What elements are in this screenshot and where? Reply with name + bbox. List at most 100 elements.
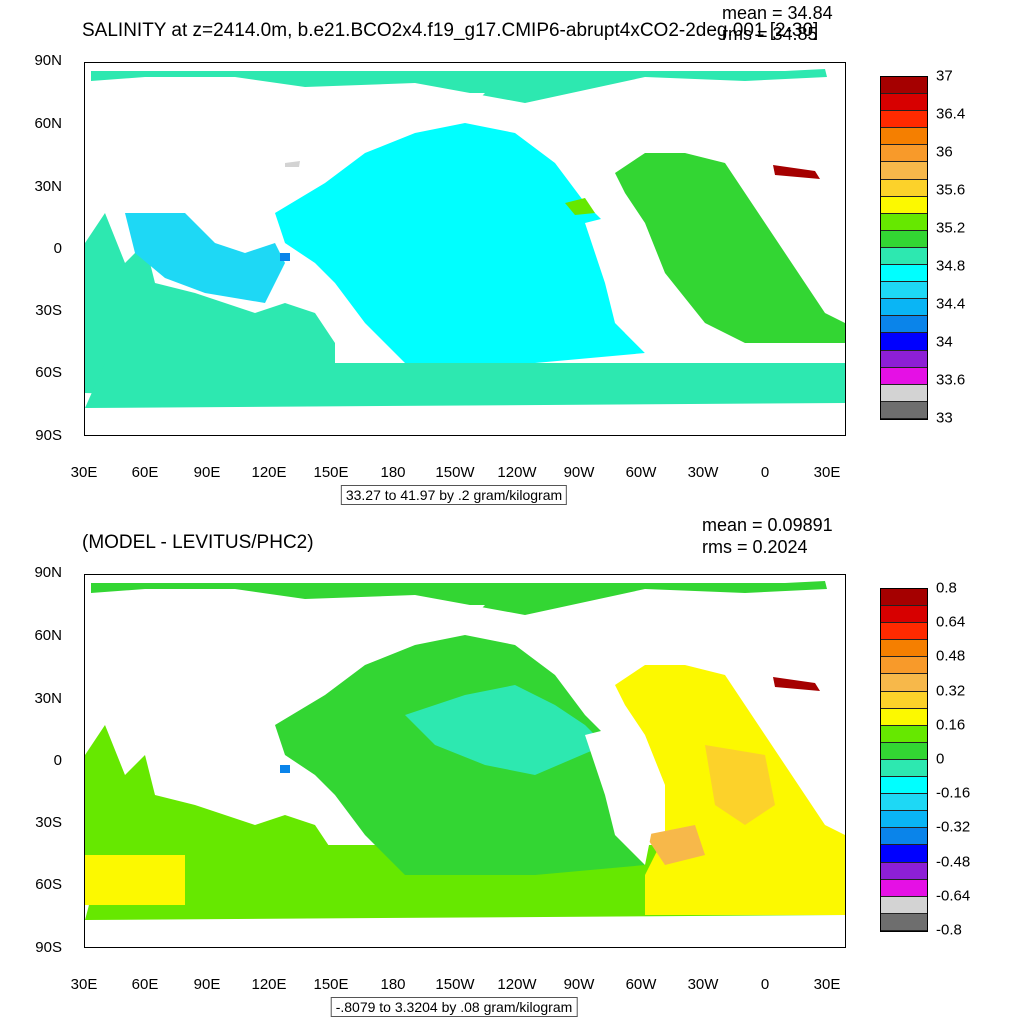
colorbar-swatch xyxy=(881,333,927,351)
lon-label: 30E xyxy=(70,464,98,481)
colorbar-swatch xyxy=(881,674,927,692)
lat-label: 90S xyxy=(35,939,62,956)
lat-label: 90N xyxy=(34,52,62,69)
colorbar-swatch xyxy=(881,162,927,180)
lat-label: 90N xyxy=(34,564,62,581)
contour-range-label: -.8079 to 3.3204 by .08 gram/kilogram xyxy=(330,997,578,1017)
colorbar-swatch xyxy=(881,606,927,624)
colorbar-swatch xyxy=(881,589,927,607)
colorbar-label: 36.4 xyxy=(936,105,966,123)
colorbar-swatch xyxy=(881,367,927,385)
difference-field xyxy=(85,581,845,920)
lat-label: 60S xyxy=(35,364,62,381)
colorbar xyxy=(880,588,928,932)
lon-label: 30W xyxy=(687,976,719,993)
colorbar-swatch xyxy=(881,247,927,266)
lon-label: 90E xyxy=(193,464,221,481)
colorbar-label: 35.6 xyxy=(936,181,966,199)
colorbar-swatch xyxy=(881,742,927,760)
lat-label: 30S xyxy=(35,814,62,831)
lon-label: 0 xyxy=(760,464,770,481)
colorbar-swatch xyxy=(881,179,927,197)
colorbar-label: 0 xyxy=(936,750,945,768)
colorbar-label: 33.6 xyxy=(936,371,966,389)
lon-label: 150E xyxy=(313,464,349,481)
lon-label: 30W xyxy=(687,464,719,481)
colorbar-label: -0.64 xyxy=(936,887,971,905)
colorbar-swatch xyxy=(881,691,927,709)
colorbar-label: -0.48 xyxy=(936,853,971,871)
lat-label: 30S xyxy=(35,302,62,319)
colorbar-swatch xyxy=(881,230,927,248)
salinity-field xyxy=(85,69,845,408)
lon-label: 90W xyxy=(563,464,595,481)
colorbar-label: -0.8 xyxy=(936,921,962,939)
colorbar-label: 34.4 xyxy=(936,295,966,313)
lat-label: 0 xyxy=(53,240,62,257)
colorbar-swatch xyxy=(881,77,927,95)
mean-value: mean = 0.09891 xyxy=(702,515,833,535)
colorbar-label: -0.32 xyxy=(936,818,971,836)
colorbar-swatch xyxy=(881,111,927,129)
colorbar-swatch xyxy=(881,862,927,880)
colorbar-label: 0.64 xyxy=(936,613,966,631)
lon-label: 30E xyxy=(70,976,98,993)
colorbar-swatch xyxy=(881,350,927,368)
colorbar-swatch xyxy=(881,759,927,778)
colorbar-swatch xyxy=(881,316,927,334)
lon-label: 120E xyxy=(251,464,287,481)
colorbar-label: 0.48 xyxy=(936,647,966,665)
colorbar-swatch xyxy=(881,265,927,283)
lon-label: 90E xyxy=(193,976,221,993)
colorbar-label: 37 xyxy=(936,67,953,85)
colorbar-swatch xyxy=(881,725,927,743)
colorbar-label: 33 xyxy=(936,409,953,427)
lon-label: 30E xyxy=(813,976,841,993)
colorbar-swatch xyxy=(881,777,927,795)
colorbar-swatch xyxy=(881,299,927,317)
lat-label: 60S xyxy=(35,876,62,893)
lon-label: 60E xyxy=(131,976,159,993)
rms-value: rms = 0.2024 xyxy=(702,537,808,557)
colorbar-swatch xyxy=(881,845,927,863)
lat-label: 30N xyxy=(34,690,62,707)
mean-value: mean = 34.84 xyxy=(722,3,833,23)
contour-range-label: 33.27 to 41.97 by .2 gram/kilogram xyxy=(340,485,568,505)
colorbar-label: 34.8 xyxy=(936,257,966,275)
colorbar-swatch xyxy=(881,384,927,402)
colorbar-label: -0.16 xyxy=(936,784,971,802)
lon-label: 60E xyxy=(131,464,159,481)
colorbar-swatch xyxy=(881,708,927,726)
colorbar-swatch xyxy=(881,282,927,300)
lon-label: 150E xyxy=(313,976,349,993)
lon-label: 30E xyxy=(813,464,841,481)
lon-label: 150W xyxy=(435,464,475,481)
colorbar-swatch xyxy=(881,94,927,112)
colorbar-swatch xyxy=(881,640,927,658)
colorbar-label: 35.2 xyxy=(936,219,966,237)
lon-label: 60W xyxy=(625,464,657,481)
lon-label: 0 xyxy=(760,976,770,993)
lon-label: 90W xyxy=(563,976,595,993)
lat-label: 60N xyxy=(34,115,62,132)
lat-label: 0 xyxy=(53,752,62,769)
colorbar-swatch xyxy=(881,811,927,829)
lat-label: 90S xyxy=(35,427,62,444)
colorbar-swatch xyxy=(881,828,927,846)
colorbar-swatch xyxy=(881,913,927,931)
lat-label: 30N xyxy=(34,178,62,195)
colorbar-swatch xyxy=(881,657,927,675)
rms-value: rms = 34.85 xyxy=(722,24,818,44)
lon-label: 60W xyxy=(625,976,657,993)
lon-label: 150W xyxy=(435,976,475,993)
colorbar-swatch xyxy=(881,213,927,231)
colorbar-label: 0.32 xyxy=(936,682,966,700)
lon-label: 120E xyxy=(251,976,287,993)
colorbar-swatch xyxy=(881,794,927,812)
colorbar-label: 0.8 xyxy=(936,579,957,597)
panel-title: SALINITY at z=2414.0m, b.e21.BCO2x4.f19_… xyxy=(82,20,819,41)
lon-label: 180 xyxy=(380,976,406,993)
colorbar-swatch xyxy=(881,128,927,146)
colorbar-swatch xyxy=(881,145,927,163)
lon-label: 120W xyxy=(497,464,537,481)
